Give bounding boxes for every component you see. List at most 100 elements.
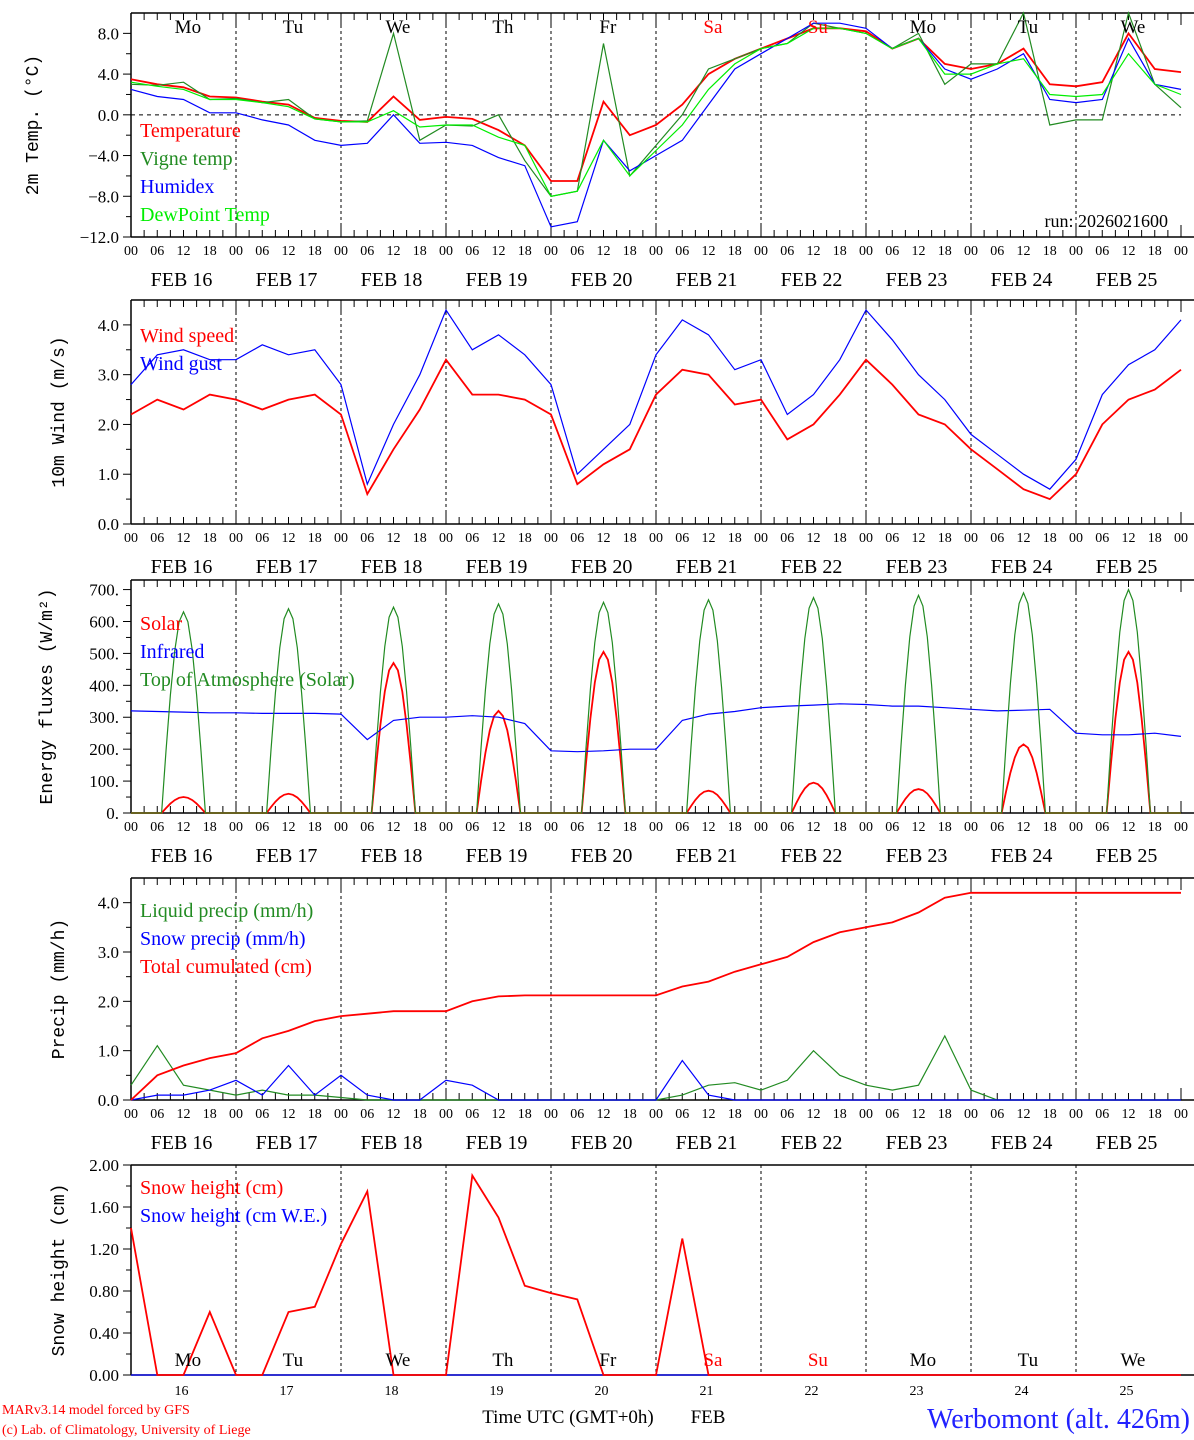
x-date-label: FEB 17 (256, 556, 318, 578)
x-hour-label: 00 (649, 1107, 663, 1122)
y-tick-label: 0.00 (89, 1366, 119, 1385)
x-hour-label: 18 (518, 531, 532, 546)
weekday-label: Su (808, 1350, 829, 1371)
y-tick-label: −12.0 (80, 228, 119, 247)
x-date-label: FEB 24 (991, 269, 1053, 291)
x-hour-label: 00 (964, 1107, 978, 1122)
x-hour-label: 00 (229, 244, 243, 259)
weekday-label: Sa (703, 17, 723, 38)
x-day-number: 22 (805, 1384, 819, 1399)
x-axis-label: Time UTC (GMT+0h) (482, 1407, 654, 1428)
series-line-temperature (130, 27, 1182, 182)
x-hour-label: 06 (150, 1107, 164, 1122)
x-hour-label: 18 (833, 1107, 847, 1122)
x-hour-label: 18 (728, 1107, 742, 1122)
legend-dewpoint-temp: DewPoint Temp (140, 204, 270, 226)
x-day-number: 16 (175, 1384, 189, 1399)
x-hour-label: 06 (570, 531, 584, 546)
x-hour-label: 06 (465, 820, 479, 835)
series-line-total-cumulated-cm (130, 891, 1181, 1101)
legend-snow-height-cm-w-e: Snow height (cm W.E.) (140, 1205, 327, 1227)
x-hour-label: 18 (518, 1107, 532, 1122)
series-line-vigne-temp (130, 10, 1182, 197)
y-tick-label: 4.0 (98, 65, 119, 84)
weekday-label: We (385, 1350, 410, 1371)
x-hour-label: 12 (492, 1107, 506, 1122)
x-date-label: FEB 23 (886, 845, 948, 867)
y-tick-label: 3.0 (98, 943, 119, 962)
x-hour-label: 00 (544, 820, 558, 835)
y-tick-label: 1.0 (98, 465, 119, 484)
x-date-label: FEB 17 (256, 845, 318, 867)
x-hour-label: 18 (308, 820, 322, 835)
x-hour-label: 12 (702, 244, 716, 259)
y-tick-label: 4.0 (98, 894, 119, 913)
series-line-infrared (130, 703, 1182, 753)
x-hour-label: 12 (387, 531, 401, 546)
x-hour-label: 06 (990, 820, 1004, 835)
x-hour-label: 06 (255, 531, 269, 546)
x-hour-label: 00 (334, 820, 348, 835)
x-hour-label: 06 (990, 244, 1004, 259)
panel-5 (123, 1164, 1194, 1376)
x-hour-label: 12 (1122, 1107, 1136, 1122)
y-tick-label: 0.40 (89, 1324, 119, 1343)
x-hour-label: 06 (570, 244, 584, 259)
x-hour-label: 12 (912, 531, 926, 546)
series-line-wind-speed (130, 358, 1182, 501)
x-hour-label: 06 (360, 820, 374, 835)
x-date-label: FEB 21 (676, 1132, 738, 1154)
x-hour-label: 00 (334, 1107, 348, 1122)
series-line-dewpoint-temp (130, 27, 1182, 197)
x-date-label: FEB 16 (151, 269, 213, 291)
x-hour-label: 12 (282, 1107, 296, 1122)
x-hour-label: 00 (754, 820, 768, 835)
weekday-label: Mo (910, 17, 936, 38)
y-tick-label: 500. (89, 644, 119, 663)
panel-3 (123, 579, 1194, 814)
x-hour-label: 06 (675, 244, 689, 259)
x-hour-label: 00 (124, 244, 138, 259)
legend-humidex: Humidex (140, 176, 214, 198)
x-hour-label: 00 (649, 531, 663, 546)
y-tick-label: 100. (89, 772, 119, 791)
x-hour-label: 00 (1174, 1107, 1188, 1122)
x-hour-label: 00 (964, 531, 978, 546)
weekday-label: We (1120, 1350, 1145, 1371)
y-tick-label: −8.0 (88, 187, 119, 206)
x-date-label: FEB 19 (466, 845, 528, 867)
weekday-label: We (385, 17, 410, 38)
x-date-label: FEB 21 (676, 845, 738, 867)
x-hour-label: 18 (1043, 1107, 1057, 1122)
x-date-label: FEB 18 (361, 269, 423, 291)
x-date-label: FEB 16 (151, 845, 213, 867)
panel-1 (123, 10, 1194, 238)
x-hour-label: 06 (675, 820, 689, 835)
x-hour-label: 12 (1122, 820, 1136, 835)
y-tick-label: 0. (106, 804, 119, 823)
x-hour-label: 12 (597, 531, 611, 546)
x-date-label: FEB 22 (781, 845, 843, 867)
x-hour-label: 00 (439, 820, 453, 835)
x-hour-label: 12 (702, 820, 716, 835)
x-hour-label: 18 (1043, 820, 1057, 835)
x-date-label: FEB 23 (886, 269, 948, 291)
x-hour-label: 06 (360, 531, 374, 546)
x-hour-label: 00 (859, 531, 873, 546)
x-hour-label: 12 (807, 1107, 821, 1122)
x-hour-label: 18 (203, 820, 217, 835)
legend-top-of-atmosphere-solar: Top of Atmosphere (Solar) (140, 669, 355, 691)
x-hour-label: 00 (859, 820, 873, 835)
lab-credit: (c) Lab. of Climatology, University of L… (2, 1423, 251, 1438)
x-hour-label: 06 (885, 820, 899, 835)
weekday-label: Fr (599, 1350, 617, 1371)
x-hour-label: 12 (177, 820, 191, 835)
y-tick-label: 4.0 (98, 316, 119, 335)
x-hour-label: 00 (754, 1107, 768, 1122)
x-hour-label: 18 (833, 244, 847, 259)
y-axis-label: Snow height (cm) (50, 1184, 70, 1357)
legend-solar: Solar (140, 613, 183, 635)
x-hour-label: 12 (387, 244, 401, 259)
x-hour-label: 06 (990, 531, 1004, 546)
